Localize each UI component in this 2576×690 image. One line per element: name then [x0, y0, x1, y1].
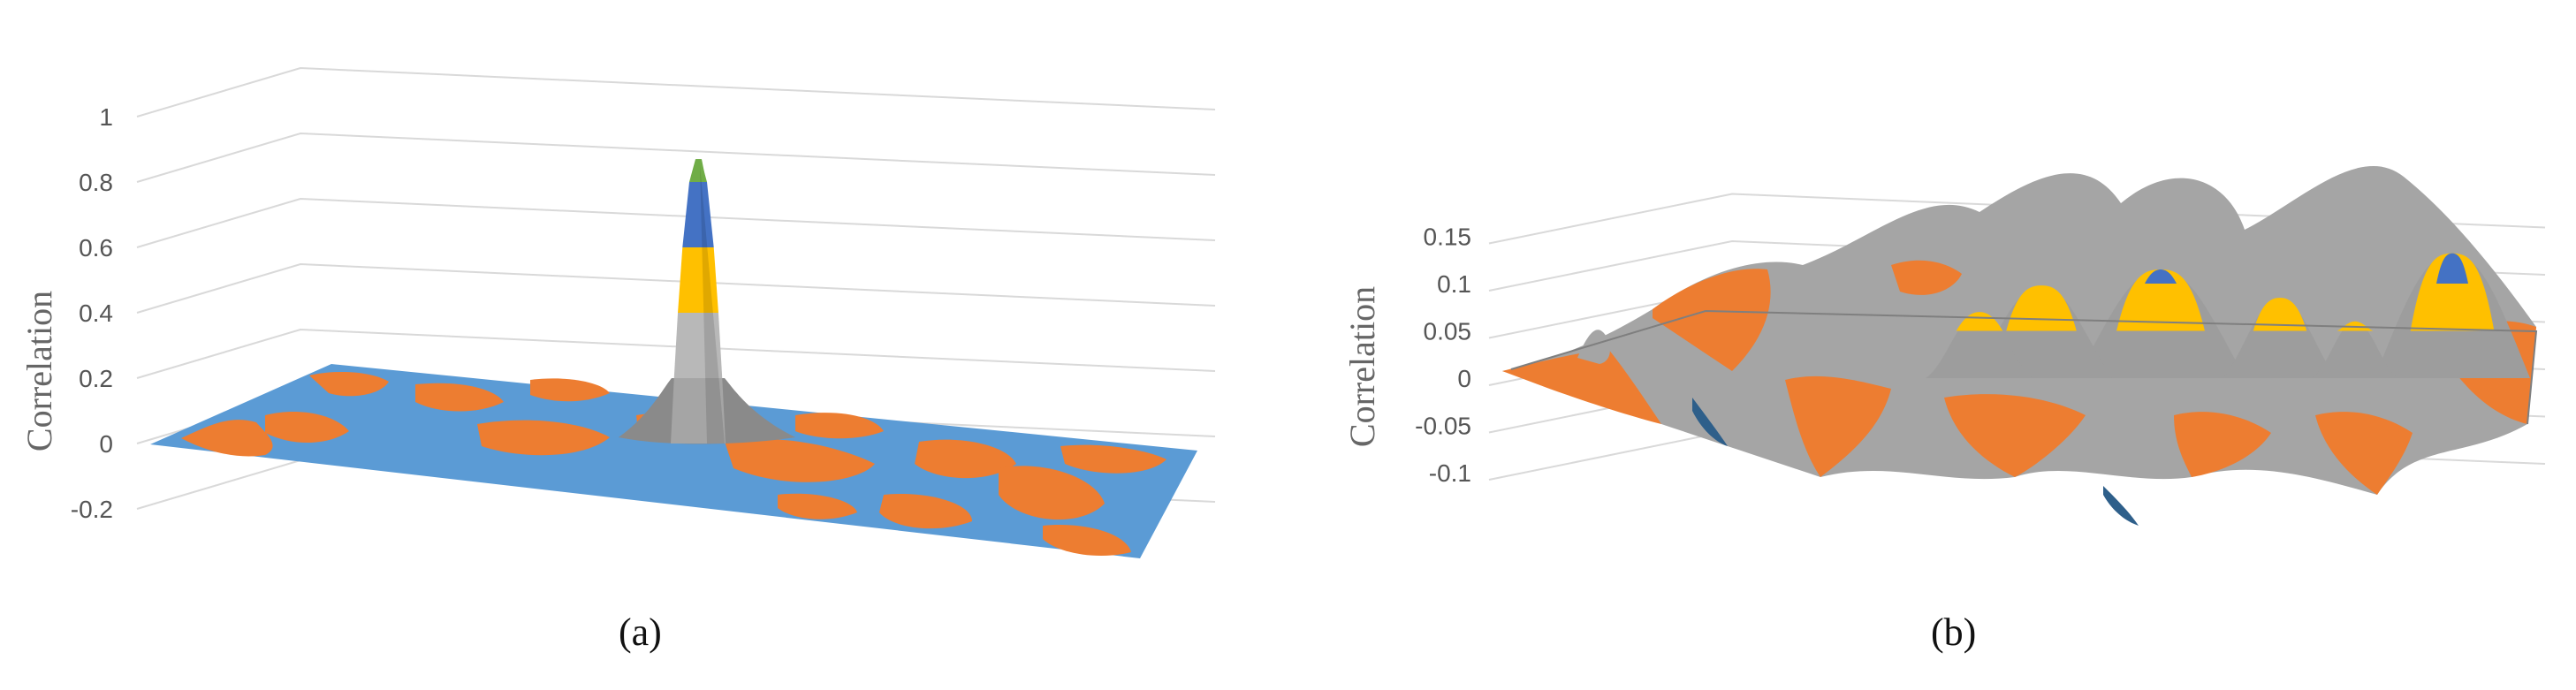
surface-patch-negative [778, 493, 857, 519]
y-axis-ticks-b: 0.15 0.1 0.05 0 -0.05 -0.1 [1415, 224, 1471, 488]
gridline [136, 132, 1216, 183]
y-tick-label: -0.2 [71, 496, 113, 523]
peak-band [673, 313, 723, 378]
surface-patch-negative [1043, 525, 1131, 557]
peak-body [1926, 312, 2033, 378]
surface-patch-negative [1891, 260, 1962, 295]
peak-band [678, 247, 718, 313]
y-tick-label: 0.6 [79, 234, 113, 262]
peak-tip [2145, 269, 2177, 284]
y-tick-label: 0 [99, 430, 113, 458]
y-tick-label: -0.05 [1415, 413, 1471, 440]
peak-tip [691, 159, 705, 178]
surface-b [1502, 165, 2538, 526]
y-tick-label: 0 [1457, 365, 1471, 392]
surface-patch-negative [477, 420, 610, 456]
gridline [136, 262, 1216, 314]
y-axis-ticks-a: 1 0.8 0.6 0.4 0.2 0 -0.2 [71, 103, 113, 523]
gridline [136, 197, 1216, 248]
y-axis-label-b: Correlation [1342, 286, 1382, 447]
peak-band [682, 182, 714, 247]
surface-patch-negative [2174, 412, 2271, 477]
surface-patch-negative [181, 420, 273, 457]
surface-patch-negative [530, 378, 610, 402]
surface-patch-negative [999, 466, 1105, 520]
peak-body [2309, 321, 2401, 378]
surface-patch-negative [725, 438, 875, 482]
y-tick-label: -0.1 [1429, 459, 1471, 487]
surface-patch-negative [309, 371, 389, 397]
trough-2 [2103, 486, 2139, 526]
surface-patch-negative [1060, 444, 1166, 474]
peak-cap [2116, 269, 2205, 331]
gridline [136, 66, 1216, 118]
surface-patch-negative [2315, 412, 2413, 495]
surface-patch-negative [915, 439, 1016, 479]
trough-1 [1692, 398, 1728, 446]
caption-b: (b) [1931, 610, 1977, 654]
peak-band [671, 378, 726, 444]
y-tick-label: 0.15 [1424, 224, 1472, 251]
peak-shading [700, 164, 725, 444]
surface-frame [1510, 309, 2538, 425]
y-tick-label: 1 [99, 103, 113, 131]
peak-body [2223, 298, 2337, 378]
surface-patch-negative [1944, 394, 2086, 477]
peak-cap [2253, 298, 2307, 331]
surface-patch-negative [1785, 375, 1891, 477]
caption-a: (a) [619, 610, 662, 654]
chart-panel-b: 0.15 0.1 0.05 0 -0.05 -0.1 Correlation (b) [1273, 0, 2576, 690]
surface-patch-negative [415, 383, 504, 412]
y-tick-label: 0.05 [1424, 318, 1472, 345]
peak-tip [2436, 253, 2468, 284]
surface-patch-negative [795, 413, 884, 439]
peak-cap [2410, 253, 2495, 331]
chart-panel-a: 1 0.8 0.6 0.4 0.2 0 -0.2 Correlation (a) [0, 0, 1273, 690]
surface-a [150, 159, 1197, 558]
surface-patch-negative [1653, 269, 1771, 371]
y-tick-label: 0.8 [79, 169, 113, 196]
y-axis-label-a: Correlation [19, 291, 59, 451]
y-tick-label: 0.2 [79, 365, 113, 392]
surface-patch-negative [265, 412, 349, 444]
y-tick-label: 0.1 [1437, 270, 1471, 298]
surface-chart-a: 1 0.8 0.6 0.4 0.2 0 -0.2 Correlation [19, 66, 1216, 558]
surface-chart-b: 0.15 0.1 0.05 0 -0.05 -0.1 Correlation [1342, 165, 2546, 526]
y-tick-label: 0.4 [79, 300, 113, 327]
surface-patch-negative [879, 494, 972, 529]
gridline [136, 328, 1216, 379]
small-bump [1577, 330, 1610, 364]
surface-patch-negative [1502, 349, 1661, 424]
